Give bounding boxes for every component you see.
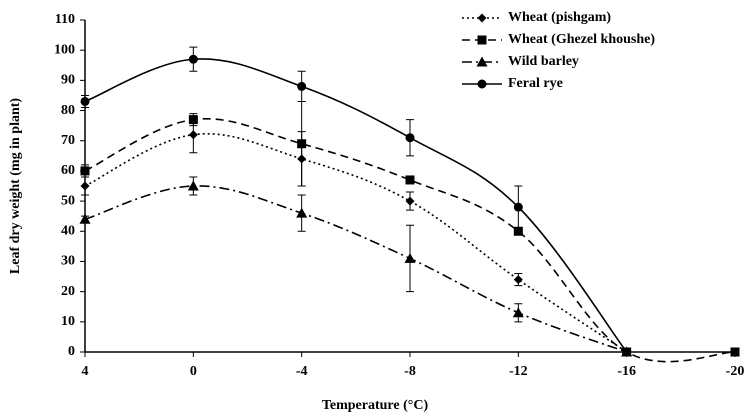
y-tick-label: 30 xyxy=(61,254,75,269)
data-point xyxy=(405,175,415,185)
x-axis-title: Temperature (°C) xyxy=(322,398,429,413)
legend-label: Wild barley xyxy=(508,54,579,69)
y-tick-label: 100 xyxy=(54,42,75,57)
y-tick-label: 10 xyxy=(61,314,75,329)
y-tick-label: 70 xyxy=(61,133,75,148)
series-line xyxy=(84,185,627,353)
data-point xyxy=(188,115,198,125)
y-tick-label: 40 xyxy=(61,223,75,238)
legend-marker xyxy=(476,56,488,67)
data-point xyxy=(622,347,632,357)
x-tick-label: -4 xyxy=(296,364,308,379)
data-point xyxy=(297,139,307,149)
data-point xyxy=(188,130,198,140)
data-point xyxy=(730,347,740,357)
legend-marker xyxy=(477,13,487,23)
x-tick-label: -8 xyxy=(404,364,416,379)
series-line xyxy=(84,133,628,353)
data-point xyxy=(513,275,523,285)
y-tick-label: 50 xyxy=(61,193,75,208)
data-point xyxy=(79,213,91,224)
x-tick-label: 0 xyxy=(190,364,197,379)
y-tick-label: 110 xyxy=(55,12,75,27)
data-point xyxy=(80,96,90,106)
y-axis-title: Leaf dry weight (mg in plant) xyxy=(8,98,23,275)
legend-label: Wheat (pishgam) xyxy=(508,10,611,25)
legend-marker xyxy=(477,79,487,89)
data-point xyxy=(187,180,199,191)
data-point xyxy=(80,166,90,176)
data-point xyxy=(512,307,524,318)
y-tick-label: 80 xyxy=(61,103,75,118)
series-line xyxy=(84,58,628,353)
x-tick-label: -20 xyxy=(726,364,745,379)
y-tick-label: 0 xyxy=(68,344,75,359)
data-point xyxy=(296,207,308,218)
data-point xyxy=(188,54,198,64)
x-tick-label: -12 xyxy=(509,364,528,379)
legend-label: Feral rye xyxy=(508,76,563,91)
x-tick-label: 4 xyxy=(82,364,89,379)
y-tick-label: 60 xyxy=(61,163,75,178)
x-tick-label: -16 xyxy=(617,364,636,379)
data-point xyxy=(513,202,523,212)
data-point xyxy=(405,133,415,143)
data-point xyxy=(404,252,416,263)
legend-marker xyxy=(477,35,487,45)
data-point xyxy=(297,81,307,91)
legend-label: Wheat (Ghezel khoushe) xyxy=(508,32,655,47)
data-point xyxy=(513,226,523,236)
data-point xyxy=(80,181,90,191)
y-tick-label: 90 xyxy=(61,73,75,88)
y-tick-label: 20 xyxy=(61,284,75,299)
data-point xyxy=(405,196,415,206)
